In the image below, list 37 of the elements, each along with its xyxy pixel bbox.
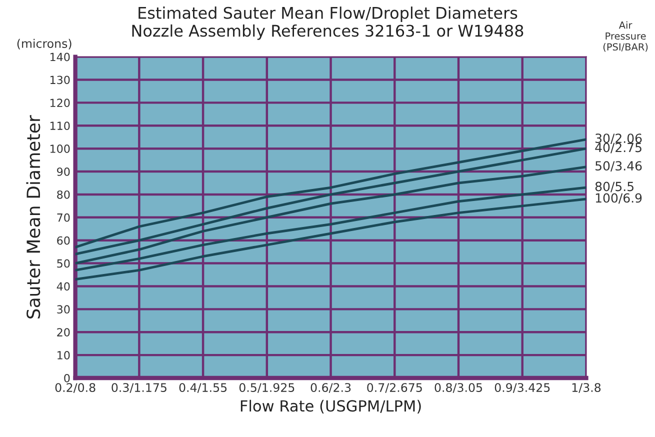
y-tick-label: 60 [57,236,70,245]
x-tick-label: 0.9/3.425 [494,383,550,393]
x-tick-label: 0.6/2.3 [310,383,351,393]
line-series [75,198,586,281]
y-tick-label: 90 [57,167,70,176]
y-tick-label: 140 [50,52,70,62]
series-label: 100/6.9 [596,193,642,204]
series-label: 50/3.46 [596,161,642,172]
y-tick-label: 50 [57,259,70,268]
x-tick-label: 0.2/0.8 [55,383,96,393]
y-tick-label: 0 [64,374,70,382]
x-axis-title: Flow Rate (USGPM/LPM) [240,400,421,414]
series-label: 30/2.06 [596,134,642,144]
y-tick-label: 80 [57,190,70,199]
text: (microns) [17,38,72,50]
x-tick-label: 1/3.8 [572,383,601,393]
y-tick-label: 70 [57,213,70,222]
legend-title: Air Pressure (PSI/BAR) [603,21,648,52]
x-tick-label: 0.7/2.675 [367,383,422,393]
y-tick-label: 130 [50,76,70,84]
series-label: 80/5.5 [595,182,634,192]
y-axis-title: Sauter Mean Diameter [26,115,40,318]
x-tick-label: 0.4/1.55 [179,383,227,393]
y-tick-label: 40 [56,282,70,291]
y-tick-label: 120 [50,98,70,108]
x-tick-label: 0.3/1.175 [112,383,166,393]
y-tick-label: 100 [50,144,70,153]
y-tick-label: 10 [58,351,70,360]
line-series [75,166,586,265]
chart-title: Estimated Sauter Mean Flow/Droplet Diameters Nozzle Assembly References 32163-1 or W19488 [132,6,524,40]
series-label: 40/2.75 [595,142,642,154]
y-tick-label: 20 [57,328,70,336]
y-tick-label: 110 [50,122,70,130]
x-tick-label: 0.5/1.925 [239,383,294,393]
line-series [75,186,586,272]
x-tick-label: 0.8/3.05 [434,383,482,393]
y-tick-label: 30 [57,305,70,314]
